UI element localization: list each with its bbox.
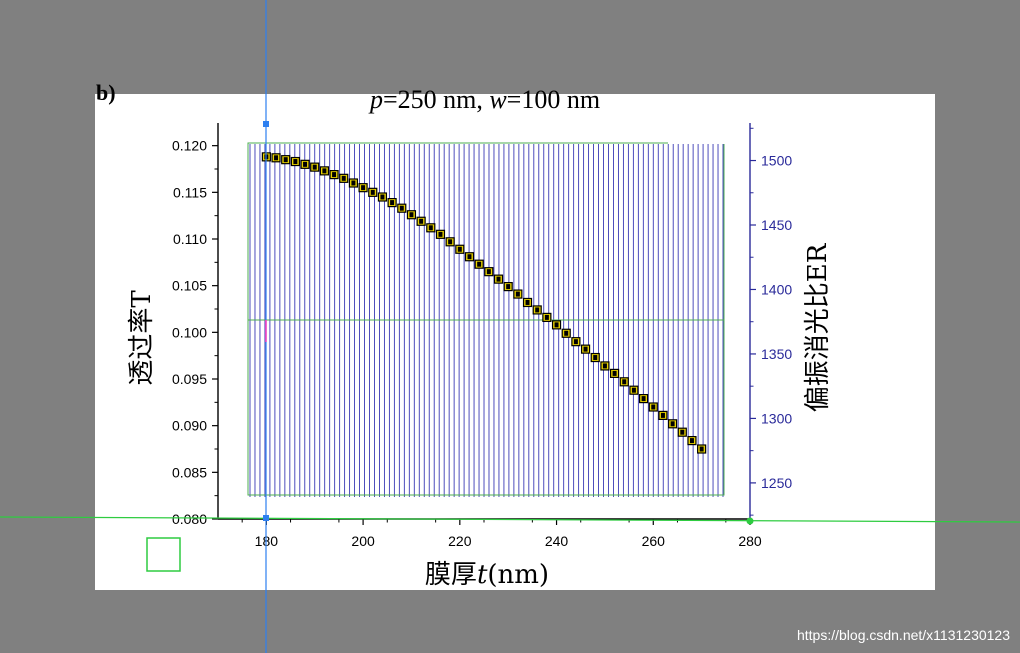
data-point-core xyxy=(612,370,617,376)
right-tick-label: 1500 xyxy=(761,153,792,169)
data-point-core xyxy=(631,387,636,393)
data-point-core xyxy=(438,231,443,237)
right-y-axis: 1250 1300 1350 1400 1450 1500 xyxy=(749,123,792,519)
data-point-core xyxy=(341,175,346,181)
data-point-core xyxy=(680,429,685,435)
x-tick-label: 240 xyxy=(545,533,569,549)
left-tick-label: 0.110 xyxy=(173,231,207,247)
region-outlines xyxy=(247,112,750,496)
data-point-core xyxy=(602,363,607,369)
data-point-core xyxy=(689,438,694,444)
x-tick-label: 200 xyxy=(351,533,375,549)
right-tick-label: 1450 xyxy=(761,217,792,233)
data-point-core xyxy=(409,212,414,218)
x-axis-label: 膜厚t(nm) xyxy=(425,560,549,590)
figure-panel xyxy=(95,94,935,590)
left-tick-label: 0.095 xyxy=(172,371,207,387)
right-tick-label: 1350 xyxy=(761,346,792,362)
data-point-core xyxy=(515,291,520,297)
data-point-core xyxy=(293,159,298,165)
data-point-core xyxy=(525,299,530,305)
data-point-core xyxy=(303,161,308,167)
data-point-core xyxy=(332,172,337,178)
hatch-outline xyxy=(247,142,725,496)
data-point-core xyxy=(544,314,549,320)
data-point-core xyxy=(312,164,317,170)
data-point-core xyxy=(477,261,482,267)
watermark: https://blog.csdn.net/x1131230123 xyxy=(796,627,1010,643)
guide-handle-bottom[interactable] xyxy=(263,515,269,521)
left-tick-label: 0.080 xyxy=(172,511,207,527)
data-point-core xyxy=(351,180,356,186)
data-point-core xyxy=(622,379,627,385)
x-tick-label: 220 xyxy=(448,533,472,549)
guide-handle-right[interactable] xyxy=(746,517,754,525)
left-tick-label: 0.100 xyxy=(172,324,207,340)
data-point-core xyxy=(283,157,288,163)
right-tick-label: 1300 xyxy=(761,410,792,426)
data-point-core xyxy=(554,322,559,328)
data-point-core xyxy=(660,412,665,418)
data-point-core xyxy=(651,404,656,410)
data-point-core xyxy=(370,189,375,195)
right-tick-label: 1400 xyxy=(761,281,792,297)
data-point-core xyxy=(564,330,569,336)
chart-title: p=250 nm, w=100 nm xyxy=(368,85,600,114)
left-tick-label: 0.120 xyxy=(172,138,207,154)
data-point-core xyxy=(583,346,588,352)
x-tick-label: 260 xyxy=(642,533,666,549)
right-axis-label: 偏振消光比ER xyxy=(803,242,833,412)
data-point-core xyxy=(573,339,578,345)
left-tick-label: 0.105 xyxy=(172,278,207,294)
data-point-core xyxy=(670,421,675,427)
data-point-core xyxy=(361,185,366,191)
data-point-core xyxy=(390,200,395,206)
corner-label: b) xyxy=(96,80,116,105)
transmittance-series xyxy=(261,152,707,454)
data-point-core xyxy=(699,446,704,452)
data-point-core xyxy=(380,194,385,200)
data-point-core xyxy=(457,246,462,252)
data-point-core xyxy=(419,218,424,224)
left-tick-label: 0.090 xyxy=(172,418,207,434)
legend-box xyxy=(146,537,181,572)
data-point-core xyxy=(506,284,511,290)
data-point-core xyxy=(641,396,646,402)
data-point-core xyxy=(535,307,540,313)
right-tick-label: 1250 xyxy=(761,475,792,491)
data-point-core xyxy=(467,254,472,260)
white-patch xyxy=(668,112,750,144)
data-point-core xyxy=(593,355,598,361)
guide-horizontal[interactable] xyxy=(0,516,1020,523)
data-point-core xyxy=(274,155,279,161)
x-tick-label: 280 xyxy=(738,533,762,549)
data-point-core xyxy=(496,276,501,282)
data-point-core xyxy=(448,239,453,245)
data-point-core xyxy=(428,225,433,231)
data-point-core xyxy=(486,269,491,275)
data-point-core xyxy=(399,205,404,211)
left-tick-label: 0.085 xyxy=(172,464,207,480)
left-tick-label: 0.115 xyxy=(173,184,207,200)
left-y-axis: 0.080 0.085 0.090 0.095 0.100 0.105 0.110 0.115… xyxy=(172,123,219,527)
guide-handle-top[interactable] xyxy=(263,121,269,127)
data-point-core xyxy=(322,168,327,174)
left-axis-label: 透过率T xyxy=(127,290,157,386)
